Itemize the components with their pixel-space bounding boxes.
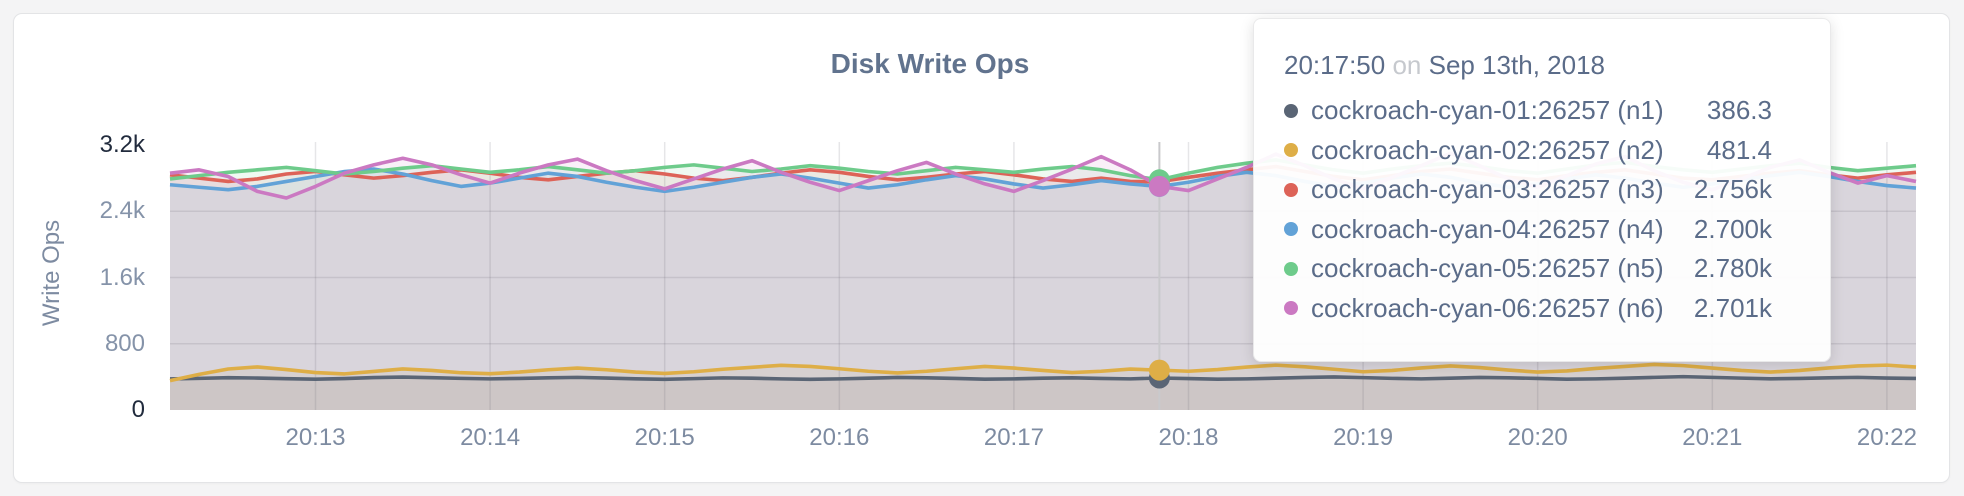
series-line-1 xyxy=(169,374,1917,382)
series-color-dot xyxy=(1284,143,1298,158)
series-value: 2.701k xyxy=(1693,292,1772,323)
hover-tooltip: 20:17:50 on Sep 13th, 2018 cockroach-cya… xyxy=(1253,18,1831,362)
y-tick-label: 3.2k xyxy=(99,131,145,158)
y-tick-label: 1.6k xyxy=(99,263,145,291)
series-value: 2.700k xyxy=(1693,213,1772,244)
x-tick-label: 20:16 xyxy=(809,424,870,451)
x-tick-label: 20:17 xyxy=(983,424,1044,451)
series-color-dot xyxy=(1284,103,1298,118)
series-name: cockroach-cyan-01:26257 (n1) xyxy=(1311,95,1664,126)
y-tick-label: 800 xyxy=(104,329,145,357)
x-tick-label: 20:15 xyxy=(634,424,695,451)
series-value: 386.3 xyxy=(1706,95,1772,126)
tooltip-series-row: cockroach-cyan-05:26257 (n5) 2.780k xyxy=(1284,249,1772,289)
x-tick-label: 20:19 xyxy=(1333,424,1394,451)
series-color-dot xyxy=(1284,182,1298,197)
series-value: 2.780k xyxy=(1693,253,1772,284)
tooltip-date: Sep 13th, 2018 xyxy=(1428,50,1605,80)
series-name: cockroach-cyan-04:26257 (n4) xyxy=(1311,213,1664,244)
series-color-dot xyxy=(1284,301,1298,316)
chart-title: Disk Write Ops xyxy=(830,48,1030,79)
series-area-1 xyxy=(170,376,1916,410)
series-name: cockroach-cyan-06:26257 (n6) xyxy=(1311,292,1664,323)
tooltip-series-row: cockroach-cyan-06:26257 (n6) 2.701k xyxy=(1284,289,1772,329)
x-tick-label: 20:13 xyxy=(285,424,346,451)
series-color-dot xyxy=(1284,261,1298,276)
tooltip-conjunction: on xyxy=(1392,50,1422,80)
tooltip-series-row: cockroach-cyan-02:26257 (n2) 481.4 xyxy=(1284,131,1772,171)
x-tick-label: 20:14 xyxy=(460,424,521,451)
series-name: cockroach-cyan-05:26257 (n5) xyxy=(1311,253,1664,284)
hover-dot-2[interactable] xyxy=(1148,359,1170,381)
x-tick-label: 20:18 xyxy=(1158,424,1219,451)
x-tick-label: 20:22 xyxy=(1856,424,1917,451)
tooltip-header: 20:17:50 on Sep 13th, 2018 xyxy=(1284,49,1772,81)
hover-dot-6[interactable] xyxy=(1148,175,1170,197)
y-tick-label: 0 xyxy=(131,396,145,423)
series-value: 481.4 xyxy=(1706,134,1772,165)
x-tick-label: 20:20 xyxy=(1507,424,1568,451)
tooltip-series-row: cockroach-cyan-03:26257 (n3) 2.756k xyxy=(1284,170,1772,210)
x-tick-label: 20:21 xyxy=(1682,424,1743,451)
series-color-dot xyxy=(1284,222,1298,237)
tooltip-series-row: cockroach-cyan-01:26257 (n1) 386.3 xyxy=(1284,91,1772,131)
tooltip-series-row: cockroach-cyan-04:26257 (n4) 2.700k xyxy=(1284,210,1772,250)
series-line-2 xyxy=(169,362,1917,383)
y-tick-label: 2.4k xyxy=(99,197,145,225)
tooltip-time: 20:17:50 xyxy=(1284,50,1386,80)
series-value: 2.756k xyxy=(1693,174,1772,205)
series-name: cockroach-cyan-02:26257 (n2) xyxy=(1311,134,1664,165)
series-name: cockroach-cyan-03:26257 (n3) xyxy=(1311,174,1664,205)
